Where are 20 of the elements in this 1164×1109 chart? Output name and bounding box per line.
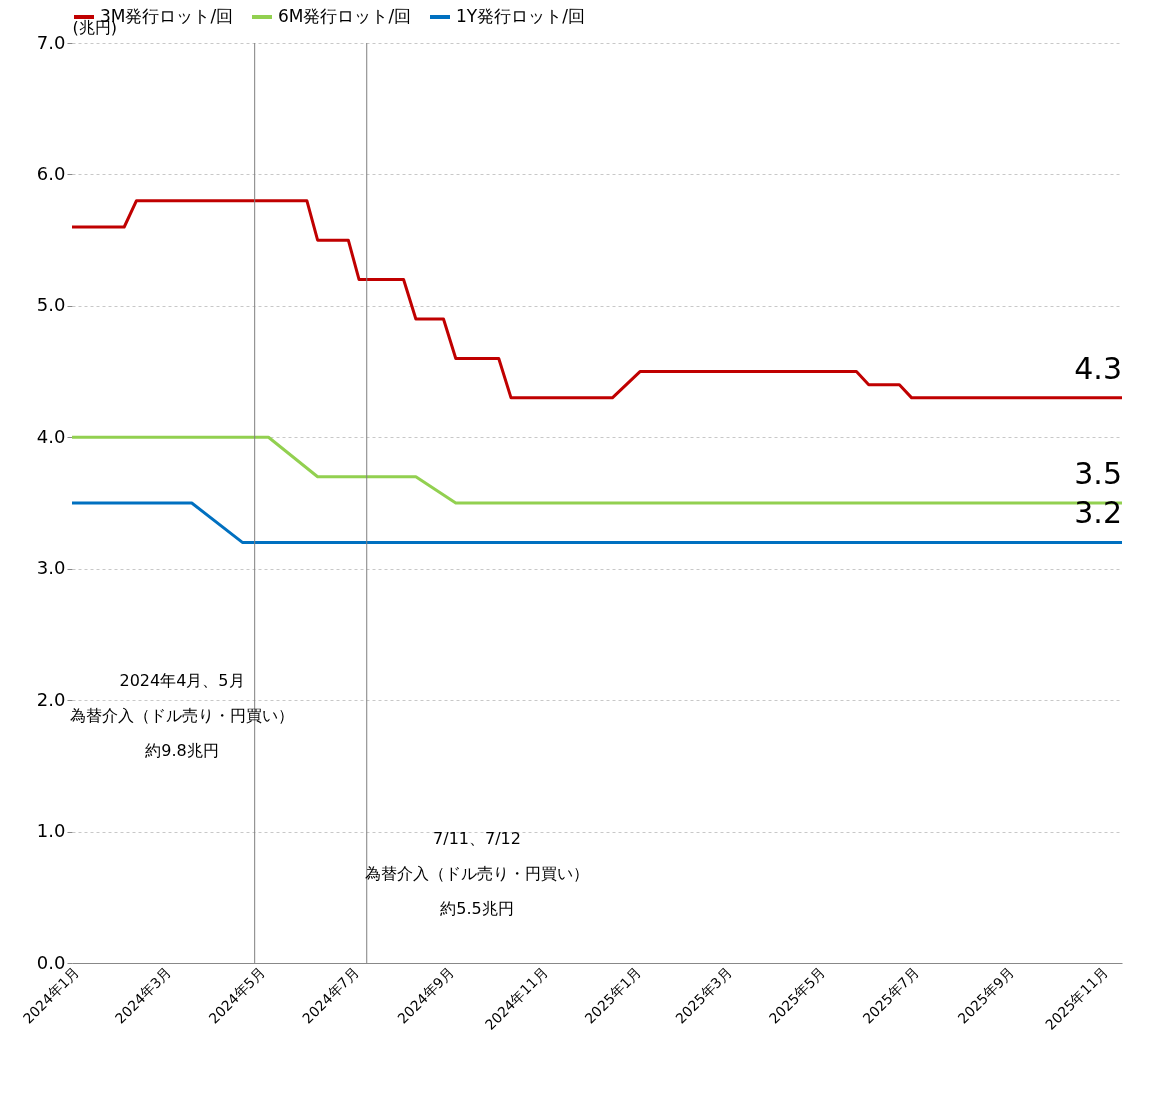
- annotation: 約5.5兆円: [440, 899, 514, 918]
- y-tick-label: 4.0: [36, 425, 66, 447]
- y-tick-label: 7.0: [36, 31, 66, 53]
- data-label: 3.2: [1074, 495, 1122, 531]
- annotation: 為替介入（ドル売り・円買い）: [365, 864, 589, 883]
- y-tick-label: 5.0: [36, 294, 66, 316]
- annotation: 約9.8兆円: [145, 741, 219, 760]
- annotation: 為替介入（ドル売り・円買い）: [70, 706, 294, 725]
- y-tick-label: 3.0: [36, 557, 66, 579]
- line-series: [70, 199, 1124, 400]
- annotation: 2024年4月、5月: [119, 671, 245, 690]
- y-tick-label: 6.0: [36, 162, 66, 184]
- data-label: 3.5: [1074, 456, 1122, 491]
- legend-label: 1Y発行ロット/回: [456, 6, 585, 26]
- y-tick-label: 0.0: [36, 951, 66, 973]
- annotation: 7/11、7/12: [433, 829, 521, 848]
- y-tick-label: 2.0: [36, 688, 66, 710]
- legend-label: 6M発行ロット/回: [278, 6, 412, 26]
- data-label: 4.3: [1074, 350, 1122, 386]
- y-tick-label: 1.0: [36, 820, 66, 842]
